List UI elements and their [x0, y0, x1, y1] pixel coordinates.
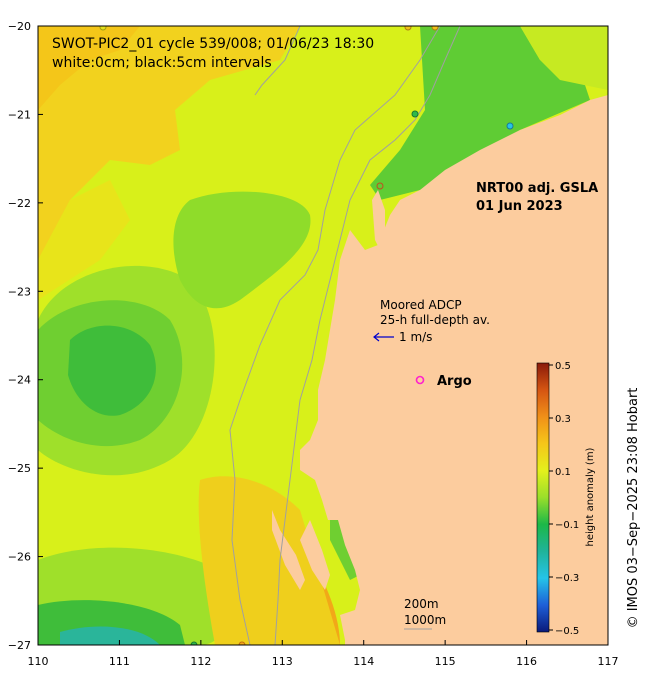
anomaly-patch-yellow-west — [38, 180, 130, 300]
y-tick-label: −21 — [8, 108, 31, 121]
australia-land — [300, 95, 608, 645]
adcp-mooring-marker — [376, 182, 384, 190]
x-tick-label: 111 — [109, 655, 130, 668]
isobath-1000m — [229, 26, 441, 645]
adcp-mooring-marker — [404, 26, 412, 31]
dirk-hartog-island — [272, 510, 305, 590]
argo-legend-marker — [415, 375, 425, 385]
colorbar-ticks: 0.5 0.3 0.1 −0.1 −0.3 −0.5 — [549, 361, 579, 637]
colorbar-tick-label: −0.3 — [555, 573, 579, 584]
anomaly-patch-cyan-south — [60, 626, 160, 645]
adcp-mooring-marker — [238, 641, 246, 645]
y-tick-label: −25 — [8, 462, 31, 475]
adcp-mooring-marker — [190, 641, 198, 645]
y-tick-label: −27 — [8, 639, 31, 652]
colorbar-tick-label: −0.1 — [555, 520, 579, 531]
anomaly-patch-green-ridge — [173, 191, 311, 309]
colorbar: 0.5 0.3 0.1 −0.1 −0.3 −0.5 height anomaly (m) — [536, 361, 596, 637]
x-tick-label: 115 — [435, 655, 456, 668]
colorbar-gradient — [536, 362, 550, 633]
adcp-scale-label: 1 m/s — [399, 330, 432, 344]
colorbar-tick-label: 0.5 — [555, 361, 571, 372]
depth-legend-200m: 200m — [404, 597, 439, 611]
x-tick-label: 112 — [190, 655, 211, 668]
anomaly-patch-green-eddy-core — [68, 325, 156, 416]
y-tick-label: −26 — [8, 551, 31, 564]
adcp-mooring-marker — [411, 110, 419, 118]
adcp-legend-line2: 25-h full-depth av. — [380, 313, 490, 327]
adcp-scale-arrow — [373, 332, 394, 342]
colorbar-tick-label: 0.1 — [555, 467, 571, 478]
anomaly-patch-orange-north — [38, 26, 140, 110]
swot-title-line2: white:0cm; black:5cm intervals — [52, 55, 272, 71]
anomaly-patch-green-coastal-band — [370, 26, 590, 200]
x-tick-label: 117 — [598, 655, 619, 668]
depth-legend-1000m: 1000m — [404, 613, 446, 627]
anomaly-patch-yellow-southeast — [198, 476, 340, 645]
product-title-line1: NRT00 adj. GSLA — [476, 181, 598, 196]
y-tick-label: −23 — [8, 285, 31, 298]
adcp-mooring-marker — [506, 122, 514, 130]
colorbar-tick-label: 0.3 — [555, 414, 571, 425]
adcp-legend-line1: Moored ADCP — [380, 298, 462, 312]
map-frame — [37, 25, 609, 646]
y-tick-label: −20 — [8, 20, 31, 33]
x-tick-label: 114 — [353, 655, 374, 668]
adcp-mooring-marker — [431, 26, 439, 31]
argo-legend-label: Argo — [437, 374, 472, 389]
isobath-shelf-ne — [254, 26, 301, 96]
y-tick-label: −24 — [8, 374, 31, 387]
colorbar-title: height anomaly (m) — [585, 447, 596, 546]
x-tick-label: 113 — [272, 655, 293, 668]
anomaly-patch-green-northeast — [520, 26, 608, 90]
colorbar-tick-label: −0.5 — [555, 626, 579, 637]
swot-title-line1: SWOT-PIC2_01 cycle 539/008; 01/06/23 18:… — [52, 36, 374, 52]
x-axis: 110 111 112 113 114 115 116 117 — [28, 640, 619, 668]
imos-credit: © IMOS 03−Sep−2025 23:08 Hobart — [626, 388, 641, 629]
shark-bay-peron — [300, 520, 330, 590]
anomaly-patch-yellow-north — [38, 26, 300, 260]
x-tick-label: 110 — [28, 655, 49, 668]
y-tick-label: −22 — [8, 197, 31, 210]
map-panel: SWOT-PIC2_01 cycle 539/008; 01/06/23 18:… — [38, 26, 608, 645]
adcp-mooring-marker — [99, 26, 107, 31]
y-axis: −20 −21 −22 −23 −24 −25 −26 −27 — [8, 20, 43, 652]
north-west-cape — [372, 190, 385, 250]
x-tick-label: 116 — [516, 655, 537, 668]
product-title-line2: 01 Jun 2023 — [476, 199, 563, 214]
